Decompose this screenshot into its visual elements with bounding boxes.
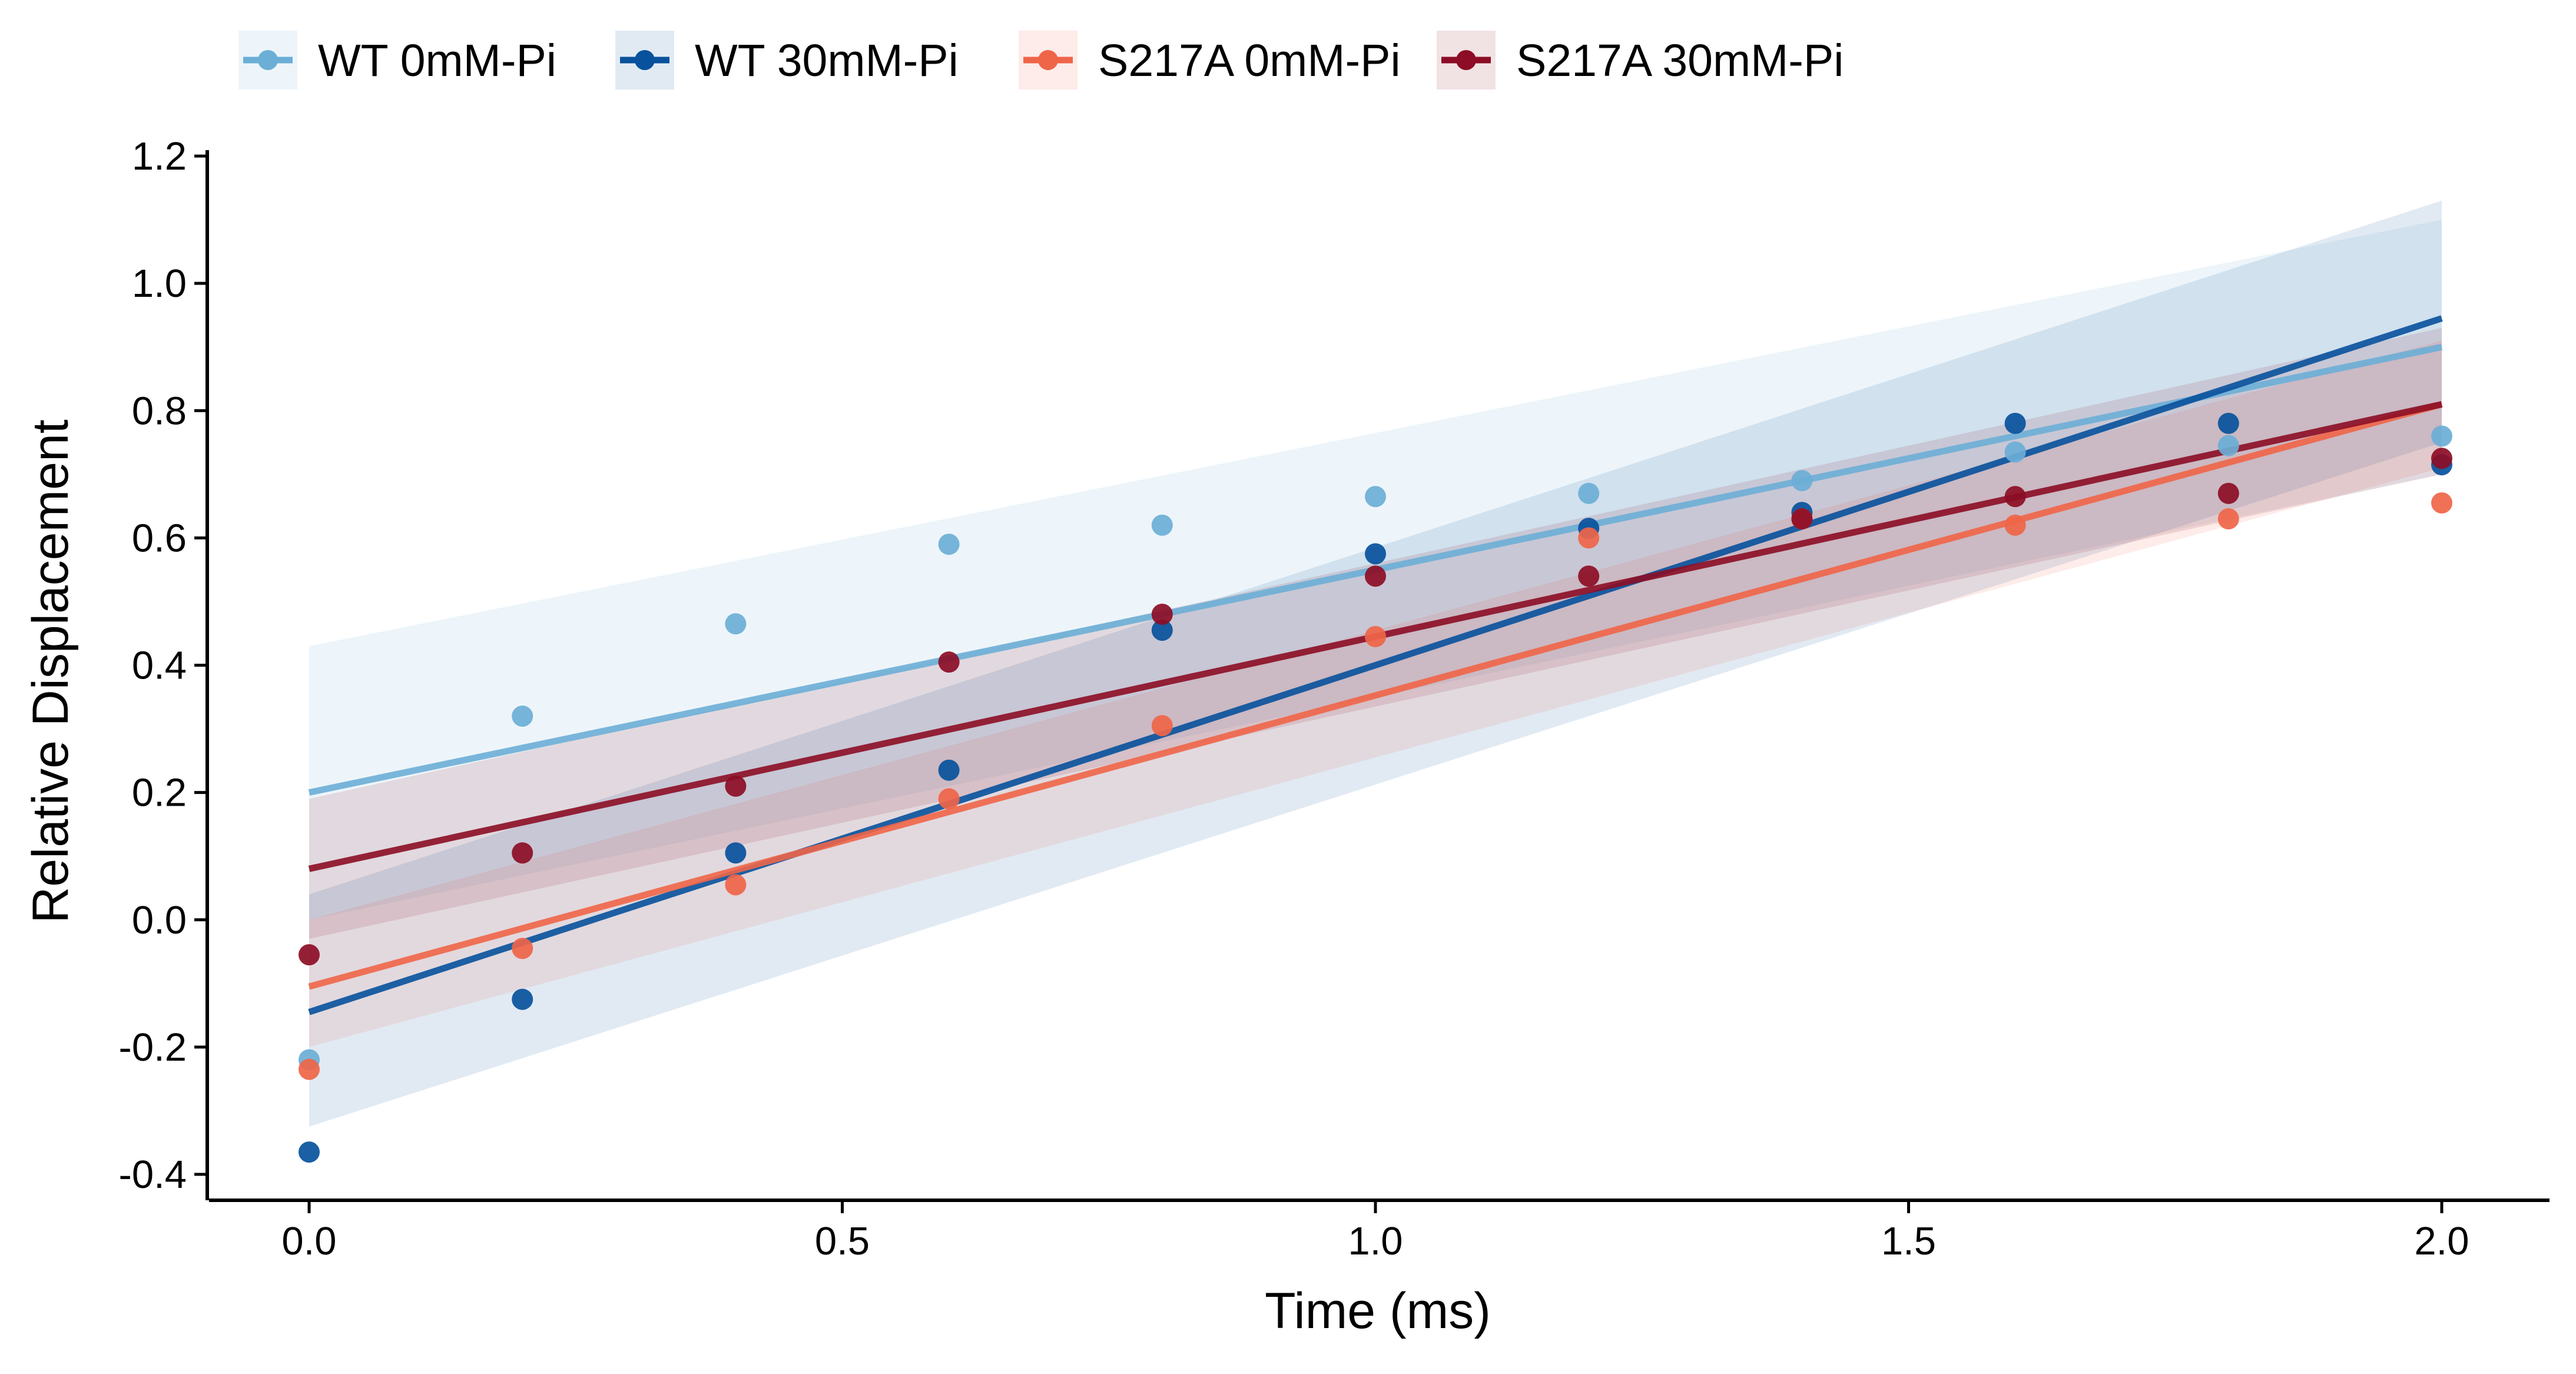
legend-label: WT 30mM-Pi xyxy=(695,35,959,86)
data-point xyxy=(1151,715,1173,737)
data-point xyxy=(1578,482,1600,504)
data-point xyxy=(938,651,960,673)
x-tick-label: 2.0 xyxy=(2414,1219,2469,1263)
data-point xyxy=(1365,565,1386,587)
x-tick-label: 0.5 xyxy=(815,1219,870,1263)
y-tick-label: 0.6 xyxy=(132,516,187,560)
x-tick-label: 1.5 xyxy=(1881,1219,1936,1263)
data-point xyxy=(938,759,960,781)
legend-item: S217A 0mM-Pi xyxy=(1019,31,1401,90)
y-tick-label: 0.2 xyxy=(132,771,187,815)
data-point xyxy=(2217,508,2239,529)
data-point xyxy=(725,842,747,864)
data-point xyxy=(1365,486,1386,508)
data-point xyxy=(2004,441,2026,463)
data-point xyxy=(938,788,960,810)
legend-key-point xyxy=(1038,50,1058,70)
legend-key-point xyxy=(1456,50,1476,70)
legend-label: S217A 30mM-Pi xyxy=(1516,35,1844,86)
y-axis-title: Relative Displacement xyxy=(22,419,79,923)
data-point xyxy=(1791,470,1813,492)
data-point xyxy=(512,842,533,864)
data-point xyxy=(1365,625,1386,647)
data-point xyxy=(512,705,533,727)
data-point xyxy=(1365,543,1386,565)
legend-item: WT 0mM-Pi xyxy=(238,31,556,90)
data-point xyxy=(2431,492,2452,514)
data-point xyxy=(2004,514,2026,536)
legend-key-point xyxy=(635,50,655,70)
y-tick-label: 1.2 xyxy=(132,134,187,178)
data-point xyxy=(2217,482,2239,504)
x-tick-label: 0.0 xyxy=(281,1219,336,1263)
legend-key-point xyxy=(258,50,278,70)
legend-label: WT 0mM-Pi xyxy=(318,35,556,86)
data-point xyxy=(2217,412,2239,434)
legend-item: S217A 30mM-Pi xyxy=(1437,31,1844,90)
y-tick-label: 1.0 xyxy=(132,261,187,306)
y-tick-label: 0.8 xyxy=(132,389,187,433)
data-point xyxy=(725,874,747,896)
data-point xyxy=(725,613,747,635)
data-point xyxy=(1151,604,1173,625)
data-point xyxy=(725,775,747,797)
data-point xyxy=(2431,425,2452,447)
y-tick-label: 0.4 xyxy=(132,644,187,688)
legend-label: S217A 0mM-Pi xyxy=(1098,35,1401,86)
y-tick-label: -0.4 xyxy=(119,1153,187,1197)
data-point xyxy=(1791,508,1813,529)
legend-item: WT 30mM-Pi xyxy=(615,31,959,90)
data-point xyxy=(2217,435,2239,456)
y-tick-label: 0.0 xyxy=(132,898,187,942)
x-ticks: 0.0 0.5 1.0 1.5 2.0 xyxy=(281,1200,2469,1263)
data-point xyxy=(1578,527,1600,549)
data-point xyxy=(2004,412,2026,434)
data-point xyxy=(938,534,960,555)
y-tick-label: -0.2 xyxy=(119,1025,187,1070)
fit-line xyxy=(308,315,2443,1015)
data-point xyxy=(2004,486,2026,508)
data-point xyxy=(2431,448,2452,469)
axes: 0.0 0.5 1.0 1.5 2.0 -0.4 -0.2 0.0 0.2 0.4 0.6 0.8 1… xyxy=(22,134,2550,1339)
data-point xyxy=(512,938,533,959)
legend: WT 0mM-Pi WT 30mM-Pi S217A 0mM-Pi S217A 30m… xyxy=(238,31,1844,90)
data-points xyxy=(299,412,2452,1163)
data-point xyxy=(1151,514,1173,536)
data-point xyxy=(512,988,533,1010)
data-point xyxy=(1151,620,1173,641)
x-axis-title: Time (ms) xyxy=(1265,1283,1491,1339)
data-point xyxy=(299,944,320,966)
fit-line xyxy=(308,401,2443,990)
data-point xyxy=(299,1141,320,1163)
y-ticks: -0.4 -0.2 0.0 0.2 0.4 0.6 0.8 1.0 1.2 xyxy=(119,134,207,1197)
x-tick-label: 1.0 xyxy=(1348,1219,1403,1263)
data-point xyxy=(1578,565,1600,587)
data-point xyxy=(299,1058,320,1080)
